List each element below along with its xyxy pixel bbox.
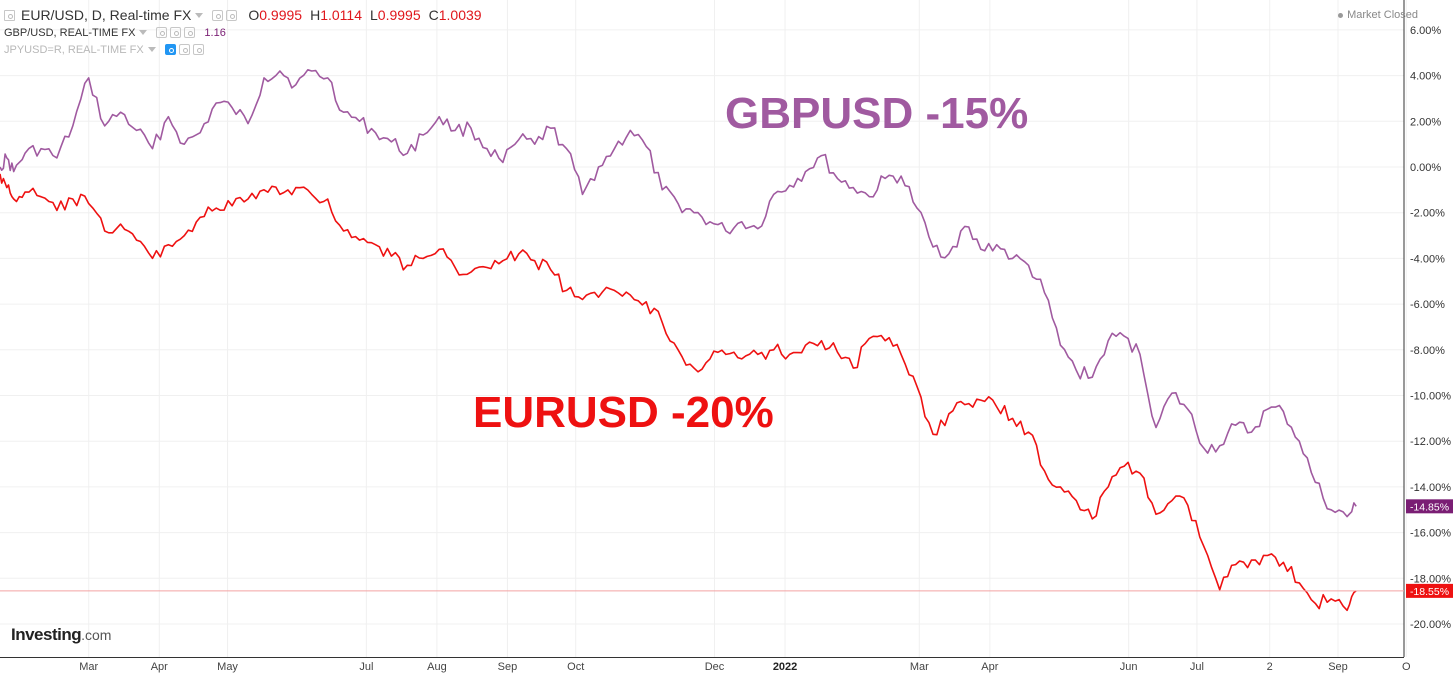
y-tick-label: 0.00% xyxy=(1410,162,1441,174)
ohlc-high-value: 1.0114 xyxy=(320,7,362,23)
x-tick-label: Apr xyxy=(981,661,998,673)
legend-jpy-title[interactable]: JPYUSD=R, REAL-TIME FX xyxy=(4,43,144,56)
y-tick-label: -16.00% xyxy=(1410,528,1451,540)
annot-layer: GBPUSD -15% EURUSD -20% xyxy=(473,89,1028,437)
y-tick-label: 2.00% xyxy=(1410,116,1441,128)
annotation-eurusd: EURUSD -20% xyxy=(473,388,774,437)
chevron-down-icon[interactable] xyxy=(195,12,204,18)
y-tick-label: -6.00% xyxy=(1410,299,1445,311)
ohlc-open-key: O xyxy=(248,7,260,23)
logo-main: Investing xyxy=(11,625,82,644)
x-tick-label: Jun xyxy=(1120,661,1138,673)
chevron-down-icon[interactable] xyxy=(139,30,148,35)
last-value-badge-gbpusd: -14.85% xyxy=(1406,499,1453,514)
y-tick-label: -2.00% xyxy=(1410,208,1445,220)
ohlc-open-value: 0.9995 xyxy=(259,7,303,23)
x-tick-label: Aug xyxy=(427,661,447,673)
x-tick-label: May xyxy=(217,661,238,673)
market-status: Market Closed xyxy=(1338,9,1418,21)
x-tick-label: 2 xyxy=(1267,661,1273,673)
annotation-gbpusd: GBPUSD -15% xyxy=(725,89,1028,138)
last-value-badge-text: -14.85% xyxy=(1410,501,1449,513)
y-tick-label: -14.00% xyxy=(1410,482,1451,494)
x-tick-label: Mar xyxy=(910,661,929,673)
last-value-badge-text: -18.55% xyxy=(1410,586,1449,598)
y-tick-label: 6.00% xyxy=(1410,25,1441,37)
last-value-badge-bg xyxy=(1406,583,1453,598)
y-tick-label: -12.00% xyxy=(1410,436,1451,448)
eye-hidden-icon[interactable] xyxy=(164,44,176,55)
close-icon[interactable] xyxy=(192,44,204,55)
logo-suffix: .com xyxy=(81,627,112,643)
series-line-gbpusd xyxy=(0,69,1357,518)
y-tick-label: -4.00% xyxy=(1410,253,1445,265)
label-layer: -14.85% -18.55% xyxy=(1406,499,1453,598)
x-tick-label: Dec xyxy=(705,661,725,673)
legend-row-gbpusd: GBP/USD, REAL-TIME FX 1.16 xyxy=(4,24,482,41)
x-tick-label: Mar xyxy=(79,661,98,673)
series-line-eurusd xyxy=(0,173,1357,612)
y-tick-label: 4.00% xyxy=(1410,71,1441,83)
x-tick-label: Jul xyxy=(359,661,373,673)
ohlc-close-key: C xyxy=(428,7,439,23)
legend-gbp-title[interactable]: GBP/USD, REAL-TIME FX xyxy=(4,26,136,39)
legend-row-jpyusd: JPYUSD=R, REAL-TIME FX xyxy=(4,41,482,58)
legend: EUR/USD, D, Real-time FX O 0.9995 H 1.0114… xyxy=(4,6,482,58)
x-tick-label: Oct xyxy=(567,661,584,673)
eye-icon[interactable] xyxy=(156,27,168,38)
grid-layer xyxy=(0,0,1407,657)
x-tick-label: Sep xyxy=(498,661,518,673)
market-status-text: Market Closed xyxy=(1347,9,1418,21)
ohlc-low-key: L xyxy=(369,7,378,23)
y-tick-label: -20.00% xyxy=(1410,619,1451,631)
x-tick-label: Apr xyxy=(151,661,168,673)
x-tick-label: Jul xyxy=(1190,661,1204,673)
collapse-icon[interactable] xyxy=(4,9,15,21)
series-layer xyxy=(0,69,1404,612)
x-tick-label: 2022 xyxy=(773,661,797,673)
y-tick-label: -8.00% xyxy=(1410,345,1445,357)
y-tick-label: -10.00% xyxy=(1410,391,1451,403)
legend-gbp-value: 1.16 xyxy=(204,26,226,39)
legend-main-title[interactable]: EUR/USD, D, Real-time FX xyxy=(21,7,192,23)
gear-icon[interactable] xyxy=(226,9,238,21)
last-value-badge-bg xyxy=(1406,499,1453,514)
status-dot-icon xyxy=(1338,12,1344,18)
legend-row-eurusd: EUR/USD, D, Real-time FX O 0.9995 H 1.0114… xyxy=(4,6,482,24)
chevron-down-icon[interactable] xyxy=(147,47,156,52)
ohlc-close-value: 1.0039 xyxy=(438,7,482,23)
x-tick-label: Sep xyxy=(1328,661,1348,673)
gear-icon[interactable] xyxy=(178,44,190,55)
close-icon[interactable] xyxy=(184,27,196,38)
last-value-badge-eurusd: -18.55% xyxy=(1406,583,1453,598)
brand-logo[interactable]: Investing.com xyxy=(11,625,111,645)
gear-icon[interactable] xyxy=(170,27,182,38)
ohlc-high-key: H xyxy=(310,7,321,23)
ohlc-low-value: 0.9995 xyxy=(377,7,421,23)
eye-icon[interactable] xyxy=(212,9,224,21)
x-tick-label: O xyxy=(1402,661,1411,673)
y-tick-label: -18.00% xyxy=(1410,573,1451,585)
